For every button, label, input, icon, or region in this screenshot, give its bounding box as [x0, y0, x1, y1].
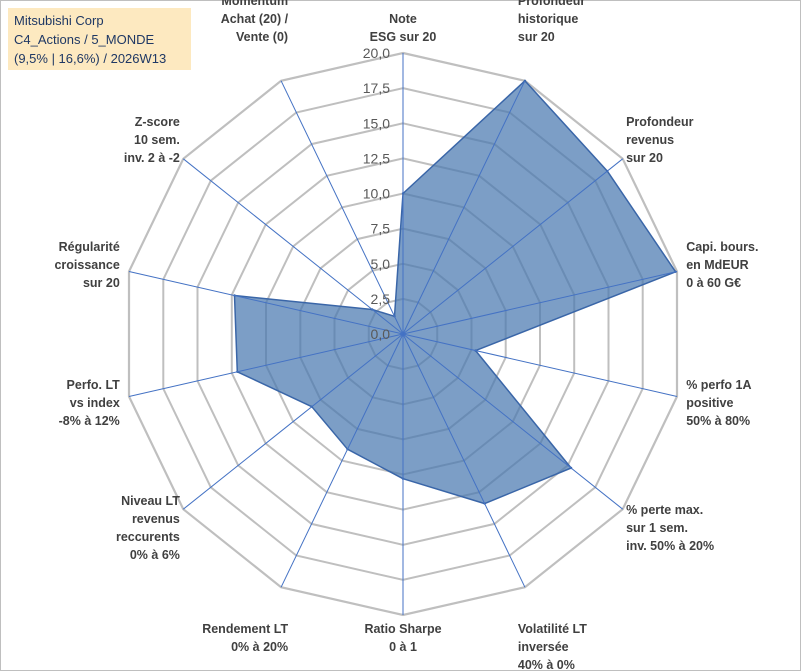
axis-spoke — [402, 80, 526, 335]
tick-label: 2,5 — [371, 291, 391, 307]
axis-spoke — [280, 333, 404, 588]
axis-spoke — [402, 333, 624, 510]
category-label: Niveau LT revenus reccurents 0% à 6% — [116, 494, 180, 562]
category-label: Perfo. LT vs index -8% à 12% — [59, 378, 121, 428]
axis-spoke — [128, 271, 404, 335]
tick-label: 12,5 — [363, 150, 390, 166]
tick-label-layer: 0,0 2,5 5,0 7,5 10,0 12,5 15,0 17,5 20,0 — [363, 45, 390, 342]
category-label: Profondeur revenus sur 20 — [626, 115, 693, 165]
category-label: Rendement LT 0% à 20% — [202, 622, 288, 654]
category-label: Ratio Sharpe 0 à 1 — [364, 622, 441, 654]
category-label: Momentum Achat (20) / Vente (0) — [221, 0, 289, 44]
category-label: Volatilité LT inversée 40% à 0% — [518, 622, 587, 671]
tick-label: 15,0 — [363, 115, 390, 131]
spoke-layer — [128, 53, 678, 615]
axis-label-layer: Note ESG sur 20 Profondeur historique sur 20… — [54, 0, 758, 671]
category-label: Régularité croissance sur 20 — [54, 240, 119, 290]
axis-spoke — [402, 271, 678, 335]
tick-label: 10,0 — [363, 186, 390, 202]
portfolio-name: C4_Actions / 5_MONDE — [14, 32, 155, 47]
category-label: Note ESG sur 20 — [370, 12, 437, 44]
tick-label: 7,5 — [371, 221, 391, 237]
axis-spoke — [402, 333, 526, 588]
chart-title-box: Mitsubishi Corp C4_Actions / 5_MONDE (9,… — [8, 8, 191, 70]
period-info: (9,5% | 16,6%) / 2026W13 — [14, 51, 167, 66]
axis-spoke — [402, 333, 678, 397]
category-label: Z-score 10 sem. inv. 2 à -2 — [124, 115, 180, 165]
axis-spoke — [402, 158, 624, 335]
tick-label: 0,0 — [371, 326, 391, 342]
category-label: % perfo 1A positive 50% à 80% — [686, 378, 751, 428]
axis-spoke — [280, 80, 404, 335]
axis-spoke — [182, 158, 404, 335]
tick-label: 20,0 — [363, 45, 390, 61]
category-label: % perte max. sur 1 sem. inv. 50% à 20% — [626, 503, 714, 553]
axis-spoke — [182, 333, 404, 510]
category-label: Profondeur historique sur 20 — [518, 0, 585, 44]
axis-spoke — [128, 333, 404, 397]
category-label: Capi. bours. en MdEUR 0 à 60 G€ — [686, 240, 758, 290]
tick-label: 17,5 — [363, 80, 390, 96]
tick-label: 5,0 — [371, 256, 391, 272]
company-name: Mitsubishi Corp — [14, 13, 104, 28]
